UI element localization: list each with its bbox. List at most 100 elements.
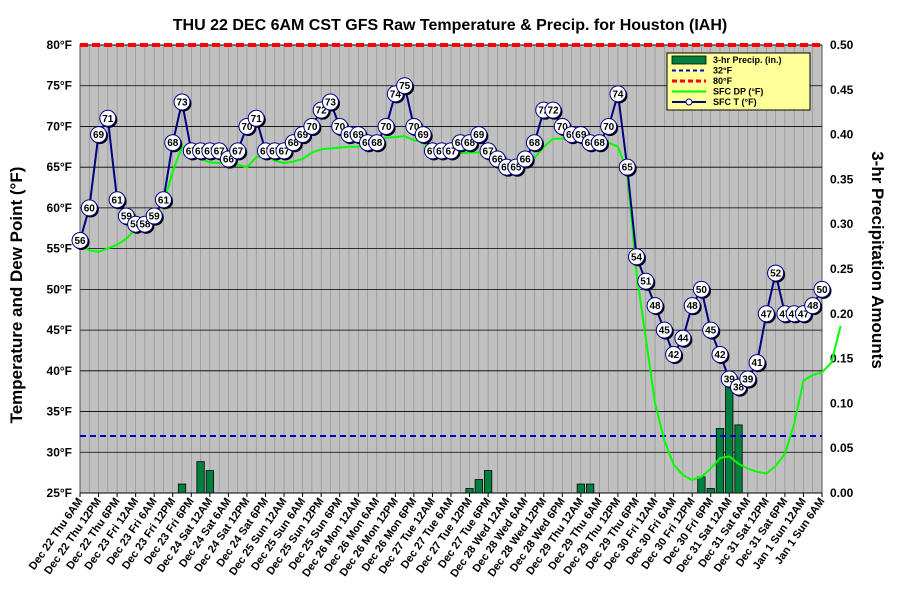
temperature-point-label: 67 — [269, 146, 281, 157]
temperature-point-marker — [90, 126, 108, 144]
temperature-point: 54 — [628, 248, 646, 267]
temperature-point-marker — [702, 321, 720, 339]
legend-label: SFC T (°F) — [713, 97, 757, 107]
temperature-point-marker — [767, 264, 785, 282]
temperature-point: 59 — [145, 207, 164, 226]
temperature-point: 47 — [757, 305, 776, 324]
temperature-point-marker — [655, 321, 673, 339]
temperature-point-label: 39 — [742, 374, 754, 385]
plot-area: 25°F 30°F 35°F 40°F 45°F 50°F 55°F 60°F 65°F 70°F… — [27, 38, 854, 580]
temperature-point-marker — [368, 134, 386, 152]
temperature-point-label: 72 — [547, 106, 559, 117]
temperature-point-marker — [145, 207, 163, 225]
temperature-point: 72 — [544, 101, 563, 120]
y2-tick-label: 0.45 — [830, 83, 854, 97]
temperature-point-marker — [229, 142, 247, 160]
temperature-point: 70 — [377, 117, 396, 136]
temperature-point: 70 — [303, 117, 322, 136]
temperature-point-label: 68 — [529, 138, 541, 149]
temperature-point-label: 69 — [566, 130, 578, 141]
y-tick-label: 75°F — [47, 79, 72, 93]
precip-bar — [706, 488, 715, 494]
temperature-point-marker — [618, 158, 636, 176]
temperature-point-label: 69 — [418, 130, 430, 141]
temperature-point-label: 69 — [575, 130, 587, 141]
temperature-point: 68 — [368, 134, 387, 153]
temperature-point-label: 68 — [167, 138, 179, 149]
temperature-point-marker — [646, 297, 664, 315]
temperature-point-label: 70 — [241, 122, 253, 133]
chart-title: THU 22 DEC 6AM CST GFS Raw Temperature &… — [173, 17, 727, 34]
temperature-point: 45 — [702, 321, 721, 340]
precip-bar — [734, 424, 743, 494]
temperature-point: 66 — [516, 150, 535, 169]
temperature-point: 68 — [590, 134, 609, 153]
temperature-point-label: 66 — [520, 155, 532, 166]
precip-bar — [586, 483, 595, 494]
temperature-point-label: 58 — [139, 220, 151, 231]
temperature-point: 69 — [414, 126, 433, 145]
temperature-point-label: 68 — [288, 138, 300, 149]
temperature-point-label: 39 — [724, 374, 736, 385]
legend-label: 80°F — [713, 76, 733, 86]
temperature-point-label: 68 — [455, 138, 467, 149]
y2-tick-label: 0.50 — [830, 38, 854, 52]
temperature-point-label: 61 — [112, 195, 124, 206]
temperature-point-label: 48 — [649, 301, 661, 312]
temperature-point-label: 74 — [390, 89, 402, 100]
temperature-point: 41 — [748, 354, 767, 373]
temperature-point-label: 69 — [473, 130, 485, 141]
temperature-point-marker — [247, 109, 265, 127]
temperature-point-label: 50 — [816, 285, 828, 296]
temperature-point: 75 — [396, 77, 415, 96]
temperature-point-label: 67 — [195, 146, 207, 157]
temperature-point-marker — [748, 354, 766, 372]
y2-tick-label: 0.20 — [830, 307, 854, 321]
precip-bar — [177, 483, 187, 494]
temperature-point-label: 50 — [696, 285, 708, 296]
temperature-point-label: 65 — [622, 163, 634, 174]
temperature-point-label: 45 — [705, 326, 717, 337]
temperature-point: 48 — [804, 297, 823, 316]
precip-bar — [697, 476, 706, 494]
temperature-point-label: 72 — [316, 106, 328, 117]
temperature-point-label: 61 — [158, 195, 170, 206]
temperature-point: 42 — [665, 346, 684, 365]
y-axis-title: Temperature and Dew Point (°F) — [7, 167, 26, 424]
temperature-point-label: 71 — [102, 114, 114, 125]
temperature-point-label: 38 — [733, 383, 745, 394]
temperature-point-label: 67 — [232, 146, 244, 157]
y2-tick-label: 0.25 — [830, 262, 854, 276]
y-tick-label: 45°F — [47, 323, 72, 337]
temperature-point: 74 — [609, 85, 628, 104]
temperature-point: 60 — [80, 199, 99, 218]
temperature-point: 48 — [646, 297, 665, 316]
temperature-point-label: 67 — [483, 146, 495, 157]
legend-precip-swatch — [671, 55, 707, 65]
temperature-point-marker — [516, 150, 534, 168]
temperature-point-label: 48 — [807, 301, 819, 312]
temperature-point-label: 65 — [501, 163, 513, 174]
temperature-point-label: 47 — [779, 309, 791, 320]
temperature-point-label: 59 — [121, 212, 133, 223]
y-tick-label: 50°F — [47, 282, 72, 296]
temperature-point-label: 69 — [93, 130, 105, 141]
temperature-point-label: 70 — [381, 122, 393, 133]
temperature-point-label: 67 — [204, 146, 216, 157]
temperature-point-label: 67 — [445, 146, 457, 157]
y-tick-label: 30°F — [47, 445, 72, 459]
temperature-point-label: 67 — [436, 146, 448, 157]
temperature-point-label: 44 — [677, 334, 689, 345]
temperature-point: 68 — [164, 134, 183, 153]
temperature-point: 42 — [711, 346, 730, 365]
temperature-point-label: 71 — [251, 114, 263, 125]
temperature-point-label: 72 — [538, 106, 550, 117]
temperature-point: 69 — [90, 126, 109, 145]
precip-bar — [483, 470, 493, 494]
temperature-point: 73 — [173, 93, 192, 112]
y-tick-label: 40°F — [47, 364, 72, 378]
temperature-point-marker — [377, 117, 395, 135]
temperature-point: 65 — [618, 158, 637, 177]
temperature-point-label: 68 — [362, 138, 374, 149]
